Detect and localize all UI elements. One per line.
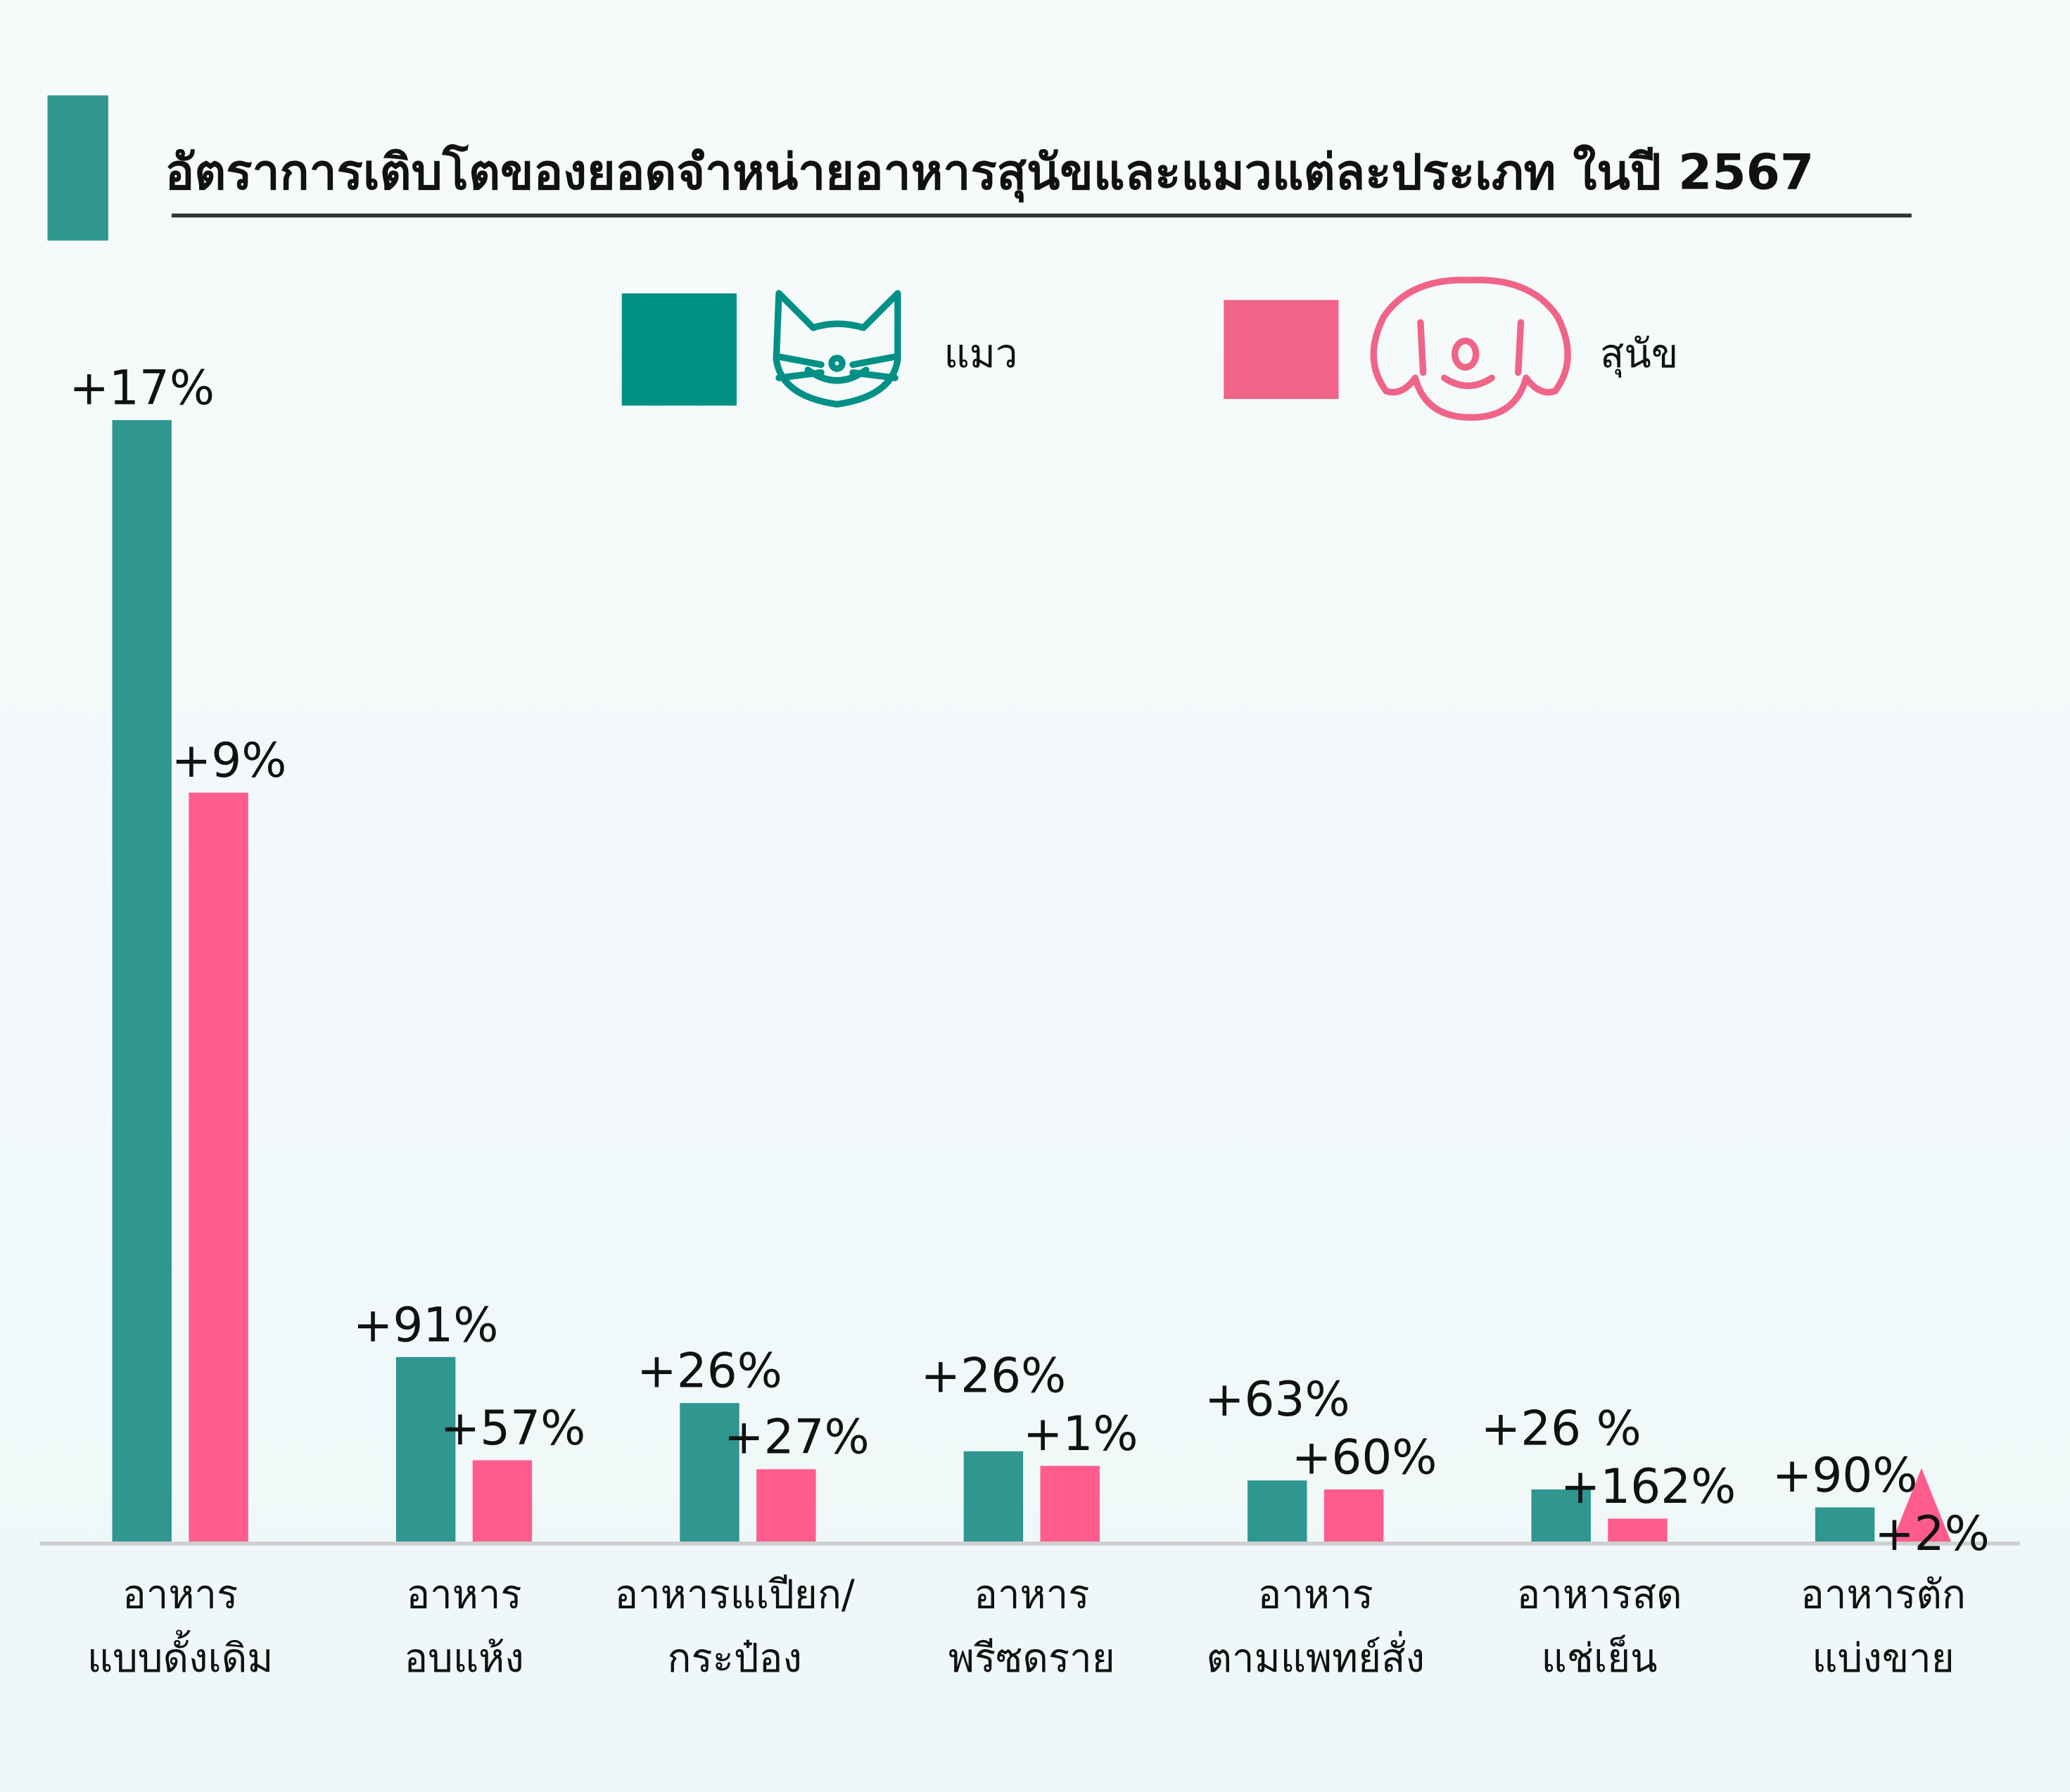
data-label-dog-0: +9% (172, 732, 287, 788)
bar-dog-6 (1891, 1468, 1952, 1542)
x-tick-label-6-1: แบ่งขาย (1812, 1636, 1954, 1682)
legend-label-dog: สุนัข (1600, 331, 1678, 378)
bar-cat-6 (1815, 1507, 1875, 1542)
dog-icon (1370, 277, 1571, 421)
x-tick-label-6-0: อาหารตัก (1801, 1572, 1966, 1618)
data-label-cat-5: +26 % (1481, 1400, 1642, 1456)
x-tick-label-0-1: แบบดั้งเดิม (87, 1629, 274, 1682)
data-label-cat-1: +91% (353, 1297, 499, 1352)
bar-dog-0 (189, 792, 248, 1542)
bar-dog-3 (1040, 1466, 1100, 1542)
legend-label-cat: แมว (944, 331, 1018, 377)
legend: แมว สุนัข (621, 277, 1678, 421)
bar-cat-3 (963, 1451, 1024, 1542)
data-label-dog-5: +162% (1561, 1459, 1736, 1514)
x-tick-label-1-1: อบแห้ง (404, 1636, 523, 1682)
data-label-dog-6: +2% (1874, 1506, 1990, 1561)
labels-layer: +17%+9%+91%+57%+26%+27%+26%+1%+63%+60%+2… (69, 360, 1989, 1562)
legend-swatch-dog (1224, 300, 1339, 400)
bar-dog-5 (1608, 1518, 1668, 1542)
x-tick-label-4-1: ตามแพทย์สั่ง (1206, 1631, 1424, 1682)
bar-cat-0 (112, 420, 172, 1542)
data-label-cat-0: +17% (69, 360, 215, 416)
data-label-cat-6: +90% (1772, 1447, 1918, 1503)
data-label-dog-3: +1% (1023, 1406, 1138, 1461)
bar-dog-2 (756, 1469, 816, 1542)
bar-dog-4 (1323, 1489, 1384, 1542)
x-tick-label-0-0: อาหาร (122, 1572, 238, 1618)
bar-cat-1 (395, 1356, 456, 1542)
cat-icon (773, 290, 901, 408)
data-label-dog-4: +60% (1292, 1429, 1437, 1485)
bar-cat-4 (1247, 1480, 1307, 1542)
bar-cat-2 (680, 1403, 739, 1542)
data-label-cat-2: +26% (637, 1343, 782, 1399)
title-accent-bar (47, 95, 108, 241)
x-tick-label-5-0: อาหารสด (1517, 1572, 1682, 1618)
x-tick-label-1-0: อาหาร (406, 1572, 521, 1618)
x-tick-label-3-0: อาหาร (974, 1572, 1089, 1618)
data-label-dog-1: +57% (440, 1400, 586, 1456)
plot-area (112, 420, 1952, 1542)
x-tick-label-4-0: อาหาร (1258, 1572, 1373, 1618)
legend-swatch-cat (621, 293, 737, 406)
x-tick-label-5-1: แช่เย็น (1542, 1634, 1658, 1682)
chart-title: อัตราการเติบโตของยอดจำหน่ายอาหารสุนัขและ… (165, 144, 1815, 203)
x-tick-label-3-1: พรีซดราย (948, 1636, 1115, 1682)
data-label-cat-3: +26% (921, 1347, 1067, 1403)
x-tick-label-2-1: กระป๋อง (667, 1636, 801, 1682)
x-tick-label-2-0: อาหารแเปียก/ (614, 1572, 855, 1618)
data-label-cat-4: +63% (1205, 1371, 1350, 1427)
data-label-dog-2: +27% (724, 1409, 870, 1465)
bar-cat-5 (1531, 1489, 1591, 1542)
bar-dog-1 (472, 1460, 533, 1542)
